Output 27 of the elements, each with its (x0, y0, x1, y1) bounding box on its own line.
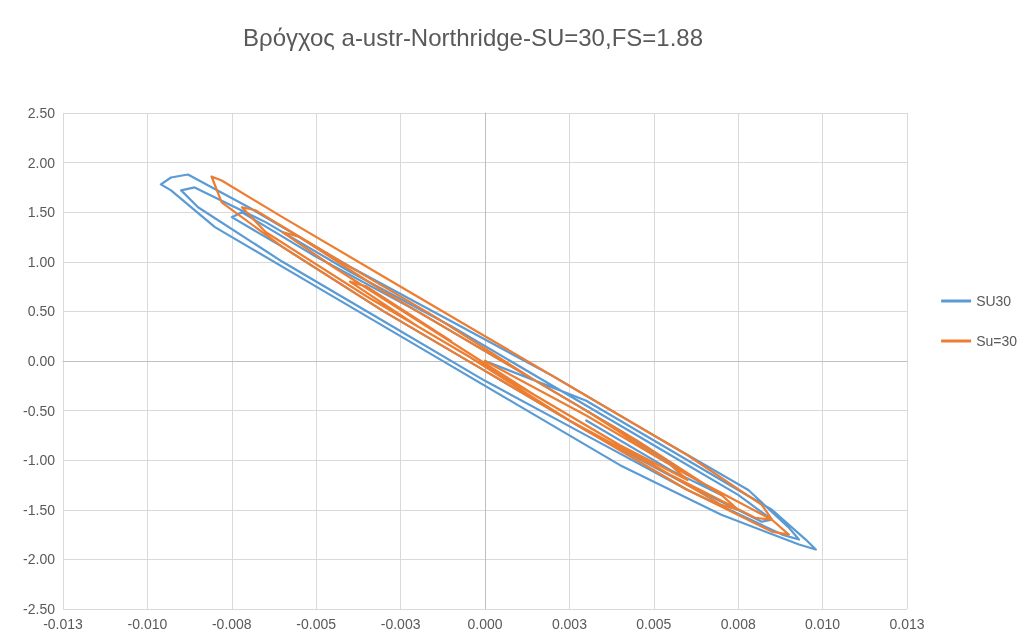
y-tick-label: 1.00 (27, 253, 56, 270)
x-tick-label: -0.013 (43, 616, 84, 632)
line-series (159, 173, 817, 551)
y-tick-label: -1.00 (23, 452, 56, 469)
chart-title: Βρόγχος a-ustr-Northridge-SU=30,FS=1.88 (242, 23, 704, 51)
y-tick-label: -0.50 (23, 402, 56, 419)
y-tick-label: -1.50 (23, 501, 56, 518)
y-tick-label: 2.00 (27, 154, 56, 171)
y-tick-label: 0.50 (27, 303, 56, 320)
x-tick-label: 0.008 (720, 616, 756, 632)
x-tick-label: -0.008 (211, 616, 252, 632)
x-tick-label: 0.010 (805, 616, 841, 632)
y-tick-label: 1.50 (27, 204, 56, 221)
y-tick-label: -2.50 (23, 601, 56, 617)
x-tick-label: 0.013 (889, 616, 925, 632)
y-tick-label: -2.00 (23, 551, 56, 568)
x-tick-label: 0.003 (551, 616, 588, 632)
x-tick-label: -0.003 (380, 616, 421, 632)
legend-label: Su=30 (976, 333, 1018, 349)
y-tick-label: 0.00 (27, 353, 56, 369)
legend-label: SU30 (976, 293, 1012, 309)
line-series (210, 175, 790, 536)
y-tick-label: 2.50 (27, 105, 56, 121)
x-tick-label: 0.005 (636, 616, 672, 632)
x-tick-label: -0.005 (296, 616, 337, 632)
x-tick-label: -0.010 (127, 616, 168, 632)
x-tick-label: 0.000 (467, 616, 503, 632)
